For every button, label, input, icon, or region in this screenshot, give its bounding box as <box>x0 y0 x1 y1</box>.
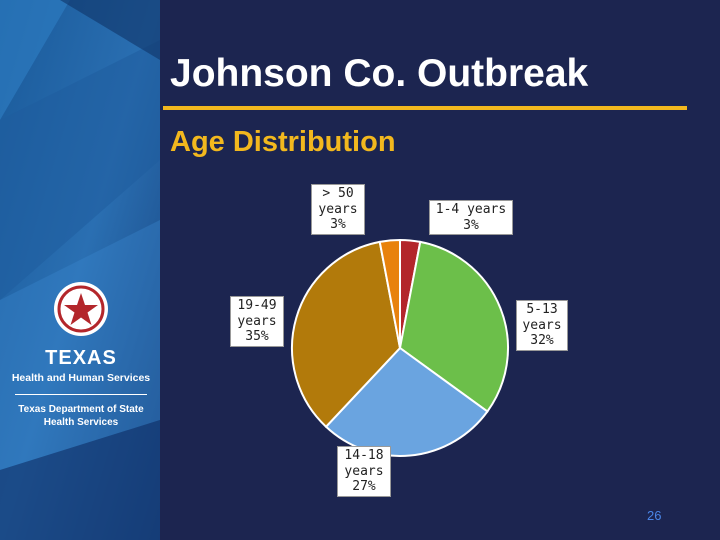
logo-texas-text: TEXAS <box>45 347 117 369</box>
sidebar-decoration <box>0 0 160 540</box>
page-number: 26 <box>647 508 662 523</box>
slice-label-5-13-years: 5-13 years 32% <box>516 300 568 351</box>
pie-slice-2 <box>324 346 489 457</box>
texas-hhs-logo: TEXAS Health and Human Services Texas De… <box>8 280 154 429</box>
slide-title: Johnson Co. Outbreak <box>170 52 589 95</box>
logo-dshs-line-2: Health Services <box>43 417 119 428</box>
title-underline <box>163 106 687 110</box>
slide-subtitle: Age Distribution <box>170 126 396 158</box>
pie-slice-4 <box>378 238 401 349</box>
texas-star-seal-icon <box>54 282 108 336</box>
logo-divider <box>15 394 147 395</box>
logo-hhs-text: Health and Human Services <box>11 372 151 384</box>
slice-label-14-18-years: 14-18 years 27% <box>337 446 391 497</box>
slice-label-1-4-years: 1-4 years 3% <box>429 200 513 235</box>
logo-dshs-line-1: Texas Department of State <box>18 404 144 415</box>
slice-label-19-49-years: 19-49 years 35% <box>230 296 284 347</box>
slice-label-over-50-years: > 50 years 3% <box>311 184 365 235</box>
logo-dshs-text: Texas Department of State Health Service… <box>8 403 154 429</box>
pie-slice-1 <box>398 240 509 413</box>
pie-slice-3 <box>291 240 402 429</box>
